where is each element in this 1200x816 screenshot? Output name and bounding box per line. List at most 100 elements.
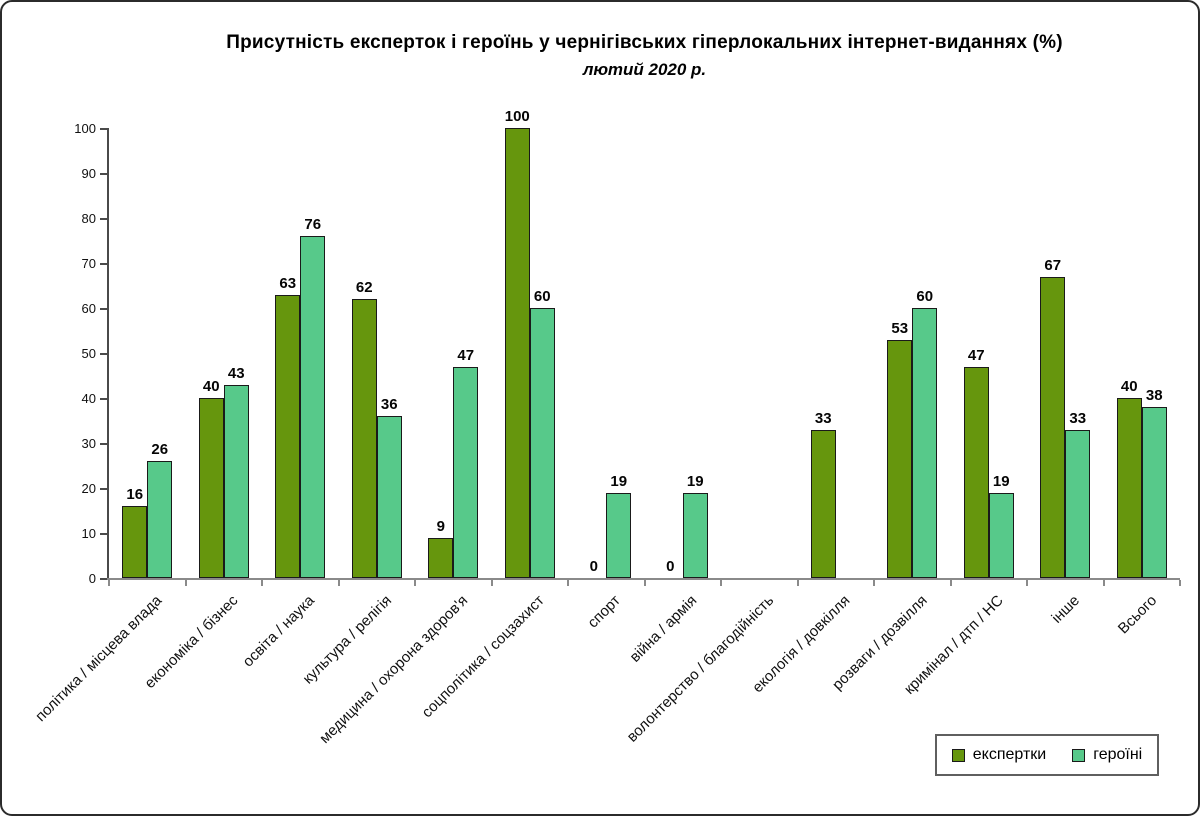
y-axis-tick-label: 60 bbox=[81, 301, 96, 316]
y-axis-tick bbox=[100, 263, 107, 265]
y-axis-tick bbox=[100, 353, 107, 355]
bar-label-героїні-7: 19 bbox=[686, 472, 704, 490]
bar-героїні-7 bbox=[682, 492, 708, 578]
y-axis-tick bbox=[100, 533, 107, 535]
bar-label-героїні-3: 36 bbox=[380, 396, 398, 413]
legend-label-heroini: героїні bbox=[1093, 746, 1143, 763]
bar-експертки-13 bbox=[1116, 398, 1142, 578]
bar-label-героїні-1: 43 bbox=[227, 364, 245, 382]
bar-експертки-0 bbox=[122, 506, 148, 578]
bar-label-героїні-11: 19 bbox=[992, 472, 1010, 490]
x-axis-tick bbox=[337, 580, 340, 586]
y-axis-tick bbox=[100, 218, 107, 220]
y-axis-tick-label: 0 bbox=[88, 571, 96, 586]
x-axis-tick bbox=[567, 580, 569, 586]
bar-експертки-11 bbox=[963, 366, 989, 578]
x-axis-line bbox=[107, 578, 1180, 580]
x-axis-label: медицина / охорона здоров'я bbox=[316, 592, 472, 747]
y-axis-tick-label: 10 bbox=[81, 526, 96, 541]
bar-героїні-2 bbox=[300, 236, 326, 578]
bar-героїні-1 bbox=[223, 384, 249, 578]
y-axis-tick bbox=[100, 578, 107, 580]
y-axis-tick bbox=[100, 173, 107, 175]
bar-експертки-3 bbox=[351, 299, 377, 578]
y-axis-tick-label: 20 bbox=[81, 481, 96, 496]
x-axis-label: війна / армія bbox=[627, 592, 701, 666]
y-axis-tick-label: 30 bbox=[81, 436, 96, 451]
y-axis-tick bbox=[100, 443, 107, 445]
y-axis-tick bbox=[100, 488, 107, 490]
x-axis-tick bbox=[184, 580, 187, 586]
y-axis-line bbox=[107, 128, 109, 580]
y-axis-tick bbox=[100, 128, 107, 130]
bar-label-героїні-12: 33 bbox=[1069, 409, 1087, 427]
y-axis-tick-label: 100 bbox=[74, 121, 96, 136]
bar-label-експертки-4: 9 bbox=[436, 517, 445, 535]
legend-swatch-expertky bbox=[951, 748, 965, 762]
bar-label-героїні-4: 47 bbox=[457, 346, 475, 364]
x-axis-tick bbox=[796, 580, 799, 586]
x-axis-tick bbox=[1179, 580, 1181, 586]
x-axis-tick bbox=[1026, 580, 1028, 586]
bar-label-експертки-3: 62 bbox=[355, 279, 373, 296]
bar-героїні-6 bbox=[606, 492, 632, 578]
x-axis-tick bbox=[643, 580, 646, 586]
chart-subtitle: лютий 2020 р. bbox=[582, 60, 707, 79]
bar-label-героїні-2: 76 bbox=[304, 216, 322, 233]
y-axis-tick-label: 70 bbox=[81, 256, 96, 271]
x-axis-label: освіта / наука bbox=[239, 592, 319, 671]
x-axis-tick bbox=[261, 580, 263, 586]
bar-label-експертки-13: 40 bbox=[1120, 378, 1138, 395]
x-axis-tick bbox=[490, 580, 493, 586]
bar-експертки-9 bbox=[810, 429, 836, 578]
y-axis-tick-label: 80 bbox=[81, 211, 96, 226]
x-axis-label: політика / місцева влада bbox=[32, 592, 166, 726]
bar-експертки-12 bbox=[1040, 276, 1066, 578]
legend-item-heroini: героїні bbox=[1072, 746, 1142, 764]
bar-label-експертки-10: 53 bbox=[891, 319, 909, 337]
bar-експертки-10 bbox=[887, 339, 913, 578]
bar-label-героїні-10: 60 bbox=[916, 288, 934, 305]
bar-label-експертки-1: 40 bbox=[202, 378, 220, 395]
x-axis-label: Всього bbox=[1114, 592, 1160, 638]
bar-label-експертки-5: 100 bbox=[504, 108, 530, 125]
x-axis-label: волонтерство / благодійність bbox=[623, 592, 778, 746]
legend-swatch-heroini bbox=[1072, 748, 1086, 762]
x-axis-tick bbox=[108, 580, 110, 586]
bar-label-експертки-7: 0 bbox=[666, 558, 675, 575]
x-axis-label: інше bbox=[1048, 592, 1084, 627]
legend-label-expertky: експертки bbox=[972, 746, 1047, 763]
x-axis-tick bbox=[949, 580, 952, 586]
x-axis-tick bbox=[873, 580, 875, 586]
legend-item-expertky: експертки bbox=[951, 746, 1047, 764]
bar-label-героїні-13: 38 bbox=[1145, 387, 1163, 404]
bar-експертки-2 bbox=[275, 294, 301, 578]
bar-label-експертки-9: 33 bbox=[814, 409, 832, 427]
y-axis-tick-label: 40 bbox=[81, 391, 96, 406]
y-axis-tick bbox=[100, 398, 107, 400]
bar-експертки-4 bbox=[428, 537, 454, 578]
legend: експертки героїні bbox=[935, 734, 1159, 776]
y-axis-tick-label: 50 bbox=[81, 346, 96, 361]
x-axis-label: спорт bbox=[584, 592, 625, 632]
bar-експертки-5 bbox=[504, 128, 530, 578]
title-block: Присутність експерток і героїнь у черніг… bbox=[107, 32, 1182, 80]
bar-label-експертки-0: 16 bbox=[126, 486, 144, 503]
bar-героїні-12 bbox=[1065, 429, 1091, 578]
bar-label-експертки-2: 63 bbox=[279, 274, 297, 292]
x-axis-tick bbox=[1102, 580, 1105, 586]
bar-героїні-10 bbox=[912, 308, 938, 578]
bar-експертки-1 bbox=[198, 398, 224, 578]
bar-label-експертки-6: 0 bbox=[589, 558, 598, 575]
bar-label-героїні-5: 60 bbox=[533, 288, 551, 305]
bar-героїні-4 bbox=[453, 366, 479, 578]
bar-героїні-0 bbox=[147, 461, 173, 578]
x-axis-tick bbox=[720, 580, 722, 586]
chart-title: Присутність експерток і героїнь у черніг… bbox=[226, 32, 1063, 53]
bar-героїні-5 bbox=[529, 308, 555, 578]
bar-label-героїні-6: 19 bbox=[610, 472, 628, 490]
y-axis-tick bbox=[100, 308, 107, 310]
bar-героїні-13 bbox=[1141, 407, 1167, 578]
bar-героїні-11 bbox=[988, 492, 1014, 578]
